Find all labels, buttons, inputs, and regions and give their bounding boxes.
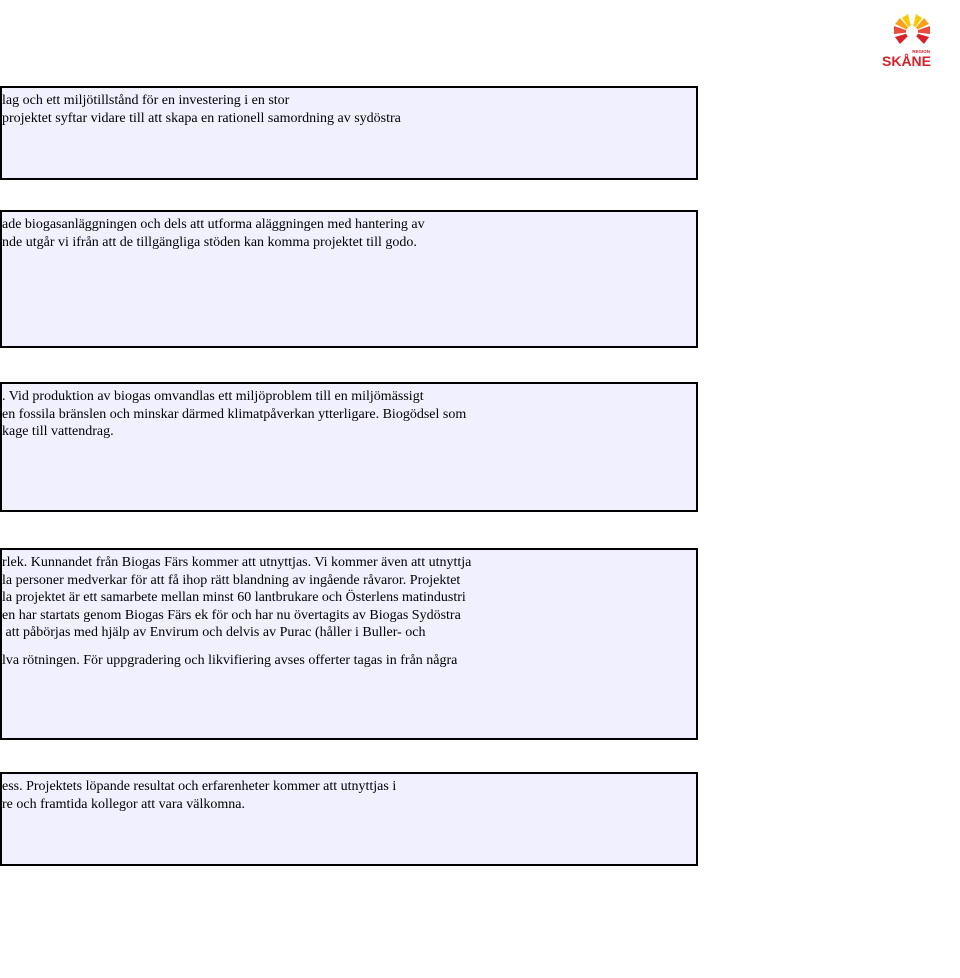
skane-logo: REGION SKÅNE [872,14,942,70]
section-3-text: . Vid produktion av biogas omvandlas ett… [2,388,688,441]
section-2-text: ade biogasanläggningen och dels att utfo… [2,216,688,251]
section-box-2: ade biogasanläggningen och dels att utfo… [0,210,698,348]
section-box-1: lag och ett miljötillstånd för en invest… [0,86,698,180]
section-box-3: . Vid produktion av biogas omvandlas ett… [0,382,698,512]
section-5-text: ess. Projektets löpande resultat och erf… [2,778,688,813]
section-box-5: ess. Projektets löpande resultat och erf… [0,772,698,866]
section-4-text-p1: rlek. Kunnandet från Biogas Färs kommer … [2,554,688,642]
logo-brand-text: SKÅNE [882,53,931,69]
section-4-text-p2: lva rötningen. För uppgradering och likv… [2,652,688,670]
section-box-4: rlek. Kunnandet från Biogas Färs kommer … [0,548,698,740]
section-1-text: lag och ett miljötillstånd för en invest… [2,92,688,127]
